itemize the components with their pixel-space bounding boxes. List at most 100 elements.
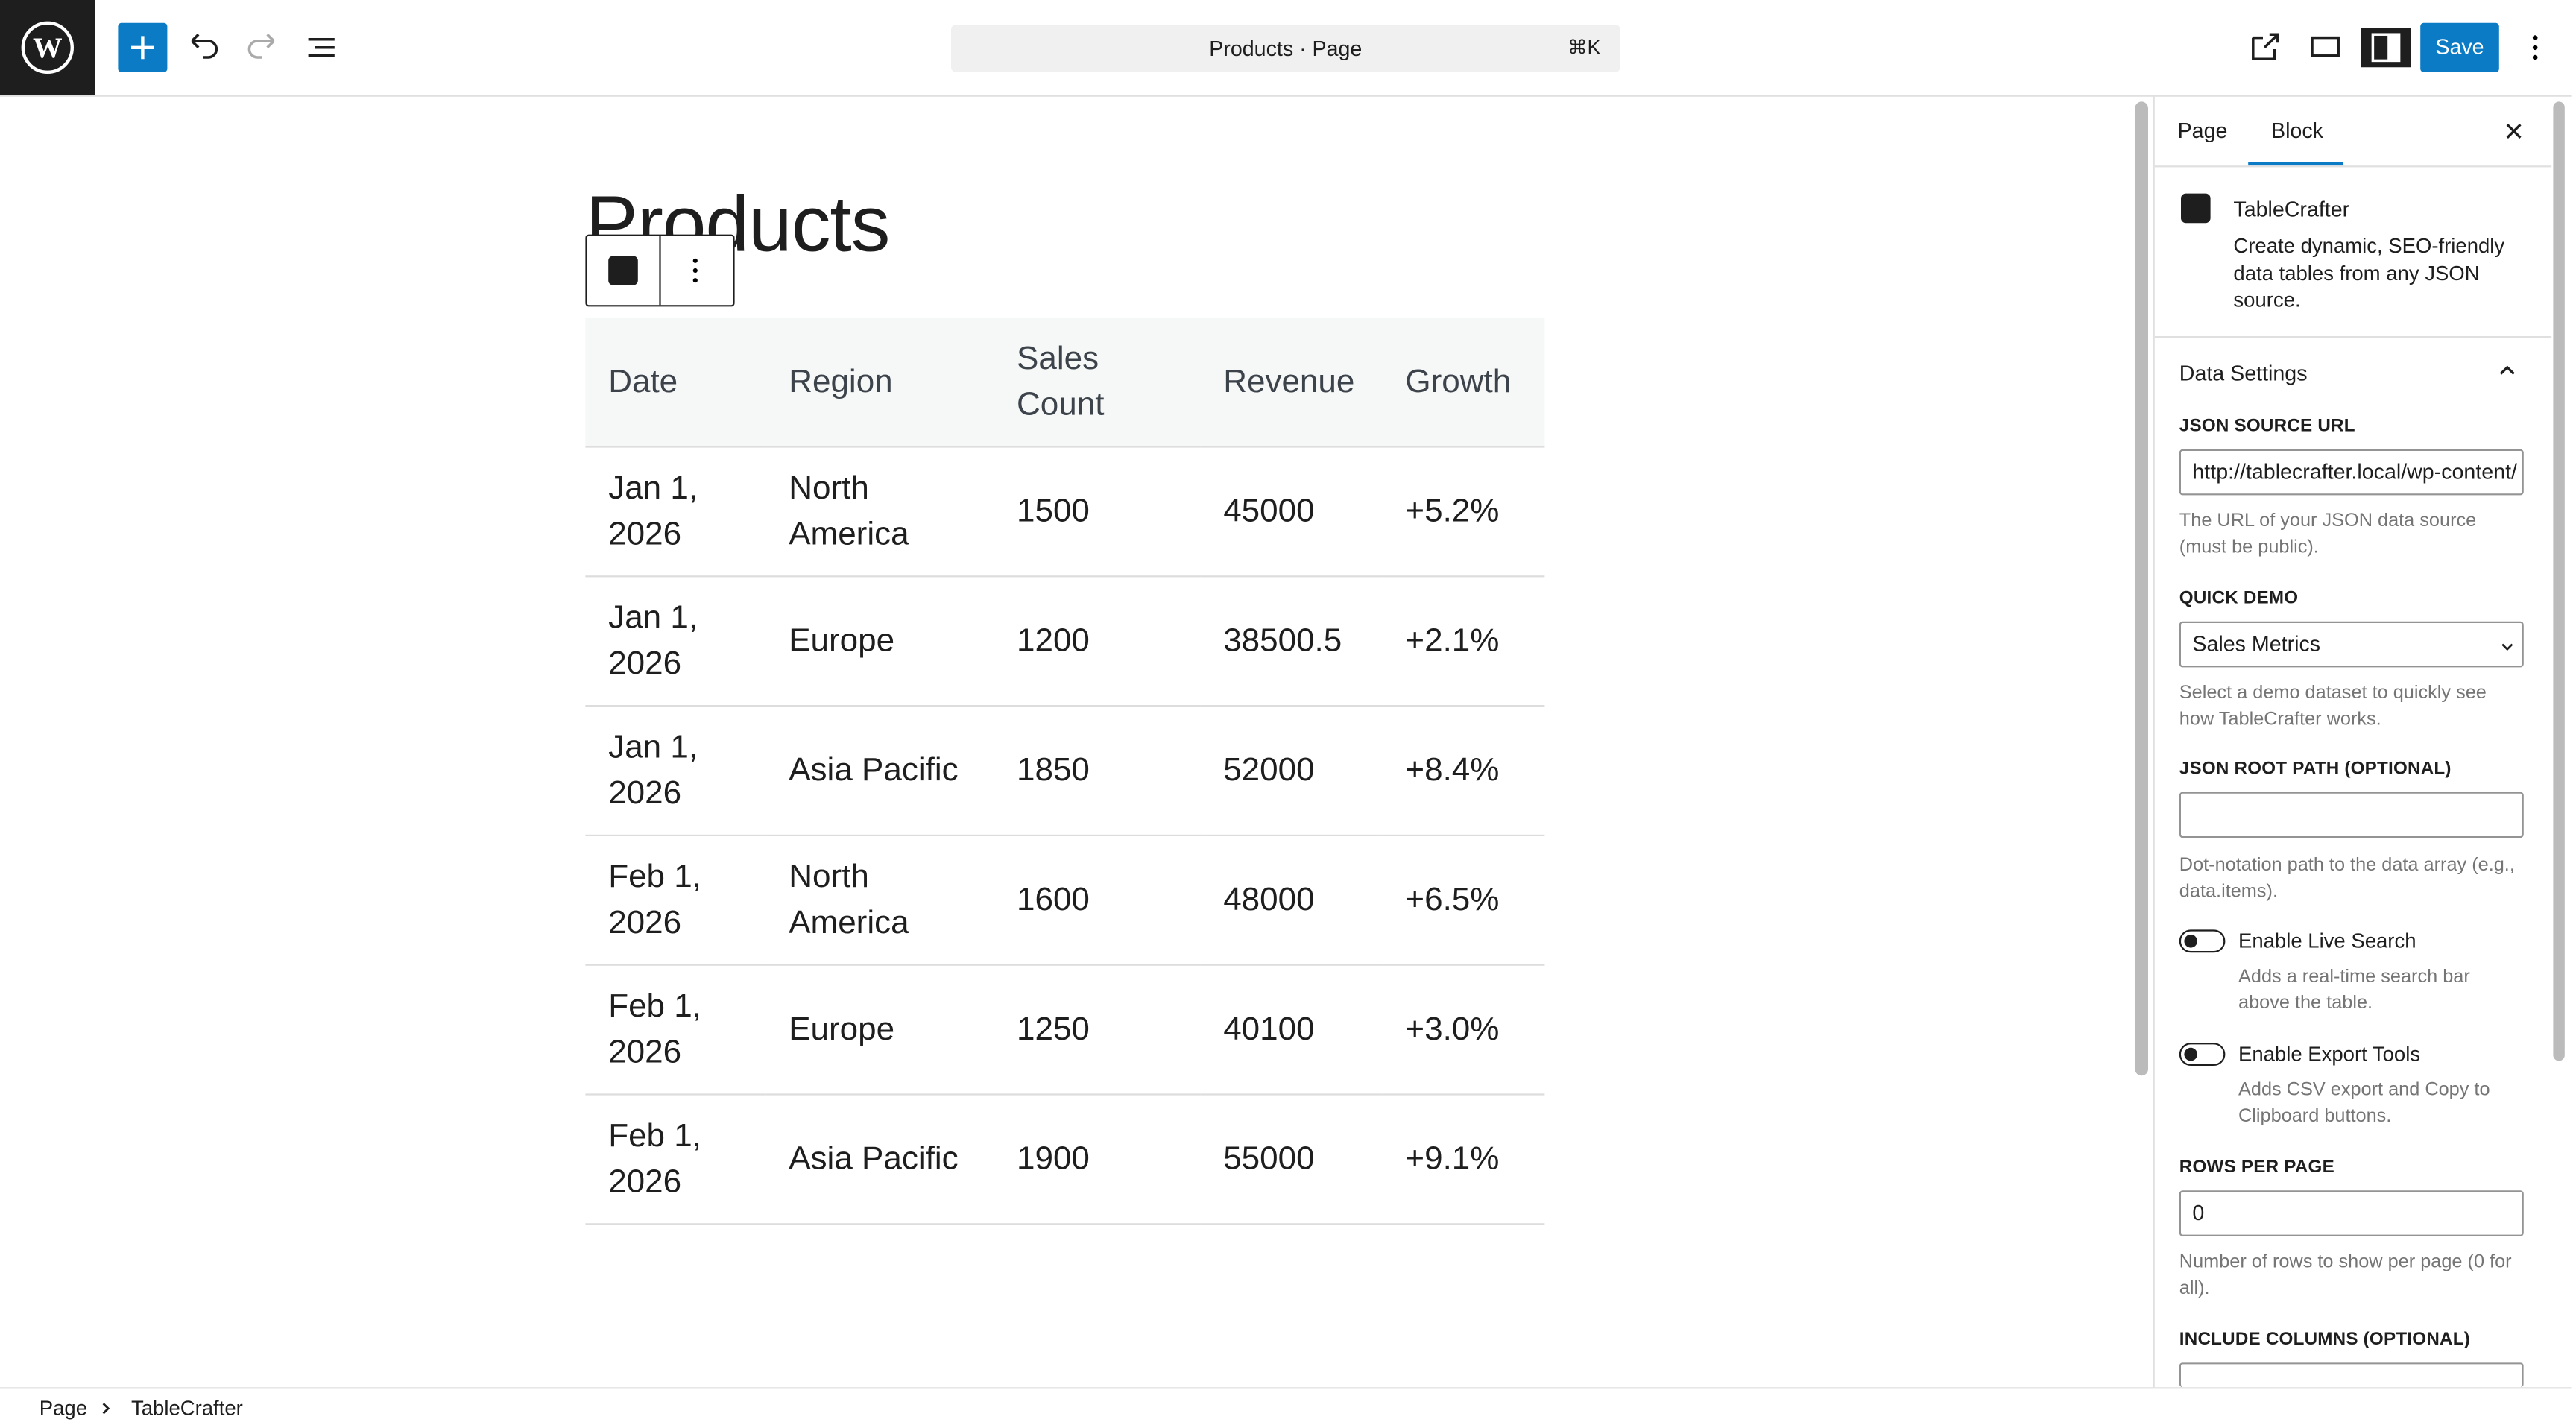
table-row: Feb 1, 2026 Europe 1250 40100 +3.0%: [585, 964, 1545, 1095]
panel-title[interactable]: Data Settings: [2179, 361, 2308, 385]
text-input[interactable]: http://tablecrafter.local/wp-content/: [2179, 449, 2524, 496]
table-row: Jan 1, 2026 North America 1500 45000 +5.2%: [585, 446, 1545, 577]
table-cell: 1600: [994, 834, 1201, 965]
wp-logo-icon: W: [21, 21, 75, 75]
table-cell: 45000: [1200, 446, 1383, 577]
table-cell: Europe: [765, 964, 994, 1095]
toggle[interactable]: [2179, 929, 2226, 953]
table-row: Jan 1, 2026 Europe 1200 38500.5 +2.1%: [585, 575, 1545, 707]
table-cell: 48000: [1200, 834, 1383, 965]
table-cell: 40100: [1200, 964, 1383, 1095]
column-header: Region: [765, 317, 994, 447]
scrollbar[interactable]: [2135, 101, 2148, 1076]
table-cell: 1200: [994, 575, 1201, 707]
plus-icon: [131, 36, 154, 60]
add-block-button[interactable]: [118, 22, 168, 72]
command-bar-text: Products · Page: [1209, 36, 1363, 61]
save-button[interactable]: Save: [2420, 22, 2499, 72]
select[interactable]: Sales Metrics: [2179, 621, 2524, 668]
data-table: Date Region Sales Count Revenue Growth Jan 1,…: [585, 317, 1545, 1225]
table-cell: 1850: [994, 705, 1201, 835]
help-text: Select a demo dataset to quickly see how…: [2179, 683, 2487, 730]
table-row: Feb 1, 2026 Asia Pacific 1900 55000 +9.1%: [585, 1093, 1545, 1225]
table-row: Feb 1, 2026 North America 1600 48000 +6.5%: [585, 834, 1545, 965]
undo-icon[interactable]: [191, 33, 218, 59]
field-label: INCLUDE COLUMNS (OPTIONAL): [2179, 1330, 2471, 1350]
table-cell: +2.1%: [1382, 575, 1545, 707]
block-toolbar: [585, 234, 735, 307]
number-input[interactable]: 0: [2179, 1190, 2524, 1236]
table-cell: Europe: [765, 575, 994, 707]
tab[interactable]: Page: [2177, 118, 2228, 143]
table-cell: 1900: [994, 1093, 1201, 1225]
command-bar[interactable]: Products · Page ⌘K: [951, 25, 1620, 72]
svg-text:W: W: [33, 31, 63, 64]
table-row: Jan 1, 2026 Asia Pacific 1850 52000 +8.4%: [585, 705, 1545, 835]
column-header: Date: [585, 317, 766, 447]
field-label: JSON SOURCE URL: [2179, 416, 2355, 437]
text-input[interactable]: [2179, 792, 2524, 838]
table-cell: +8.4%: [1382, 705, 1545, 835]
breadcrumb-bar: Page TableCrafter: [0, 1387, 2572, 1428]
toggle-label: Enable Live Search: [2238, 929, 2416, 953]
redo-icon[interactable]: [247, 33, 275, 59]
column-header: Revenue: [1200, 317, 1383, 447]
select-value: Sales Metrics: [2192, 631, 2321, 656]
shortcut: ⌘K: [1568, 36, 1601, 60]
table-cell: 1250: [994, 964, 1201, 1095]
table-cell: Feb 1, 2026: [585, 834, 766, 965]
column-header: Growth: [1382, 317, 1545, 447]
right-icons: [2252, 28, 2411, 68]
table-cell: North America: [765, 834, 994, 965]
view-icon[interactable]: [2252, 33, 2279, 60]
field-label: ROWS PER PAGE: [2179, 1157, 2334, 1178]
sidebar-scrollbar[interactable]: [2553, 101, 2565, 1061]
table-cell: North America: [765, 446, 994, 577]
block-icon[interactable]: [608, 256, 638, 285]
table-cell: Asia Pacific: [765, 1093, 994, 1225]
table-cell: Feb 1, 2026: [585, 1093, 766, 1225]
text-input[interactable]: [2179, 1362, 2524, 1388]
breadcrumb[interactable]: TableCrafter: [131, 1397, 243, 1421]
toggle-label: Enable Export Tools: [2238, 1043, 2421, 1066]
block-description: Create dynamic, SEO-friendly data tables…: [2233, 234, 2505, 312]
help-text: Dot-notation path to the data array (e.g…: [2179, 856, 2515, 902]
table-cell: 1500: [994, 446, 1201, 577]
help-text: Adds a real-time search bar above the ta…: [2238, 967, 2470, 1014]
tab-indicator: [2248, 162, 2343, 166]
column-header: Sales Count: [994, 317, 1201, 447]
close-icon[interactable]: [2502, 120, 2525, 143]
tab[interactable]: Block: [2271, 118, 2323, 143]
help-text: The URL of your JSON data source (must b…: [2179, 511, 2477, 557]
toggle[interactable]: [2179, 1043, 2226, 1066]
table-cell: +3.0%: [1382, 964, 1545, 1095]
table-cell: Jan 1, 2026: [585, 446, 766, 577]
table-cell: 52000: [1200, 705, 1383, 835]
sidebar: Page Block TableCrafter Create dynamic, …: [2153, 95, 2573, 1388]
field-label: QUICK DEMO: [2179, 588, 2299, 609]
table-cell: Feb 1, 2026: [585, 964, 766, 1095]
top-bar: [0, 0, 2572, 97]
table-cell: Jan 1, 2026: [585, 575, 766, 707]
help-text: Number of rows to show per page (0 for a…: [2179, 1252, 2512, 1299]
table-cell: 55000: [1200, 1093, 1383, 1225]
table-cell: 38500.5: [1200, 575, 1383, 707]
chevron-up[interactable]: [2496, 361, 2519, 380]
table-cell: Asia Pacific: [765, 705, 994, 835]
help-text: Adds CSV export and Copy to Clipboard bu…: [2238, 1080, 2490, 1127]
block-card-icon: [2181, 193, 2211, 224]
options-icon[interactable]: [2522, 28, 2548, 67]
list-view-icon[interactable]: [308, 38, 335, 57]
table-cell: +5.2%: [1382, 446, 1545, 577]
block-options[interactable]: [682, 254, 708, 287]
breadcrumb[interactable]: Page: [39, 1397, 88, 1421]
field-label: JSON ROOT PATH (OPTIONAL): [2179, 759, 2452, 779]
table-cell: Jan 1, 2026: [585, 705, 766, 835]
device-icon[interactable]: [2311, 36, 2340, 57]
wp-logo[interactable]: W: [0, 0, 95, 95]
toolbar-icons: [191, 33, 335, 59]
breadcrumb-separator: [102, 1403, 110, 1415]
block-name: TableCrafter: [2233, 197, 2350, 221]
table-cell: +6.5%: [1382, 834, 1545, 965]
